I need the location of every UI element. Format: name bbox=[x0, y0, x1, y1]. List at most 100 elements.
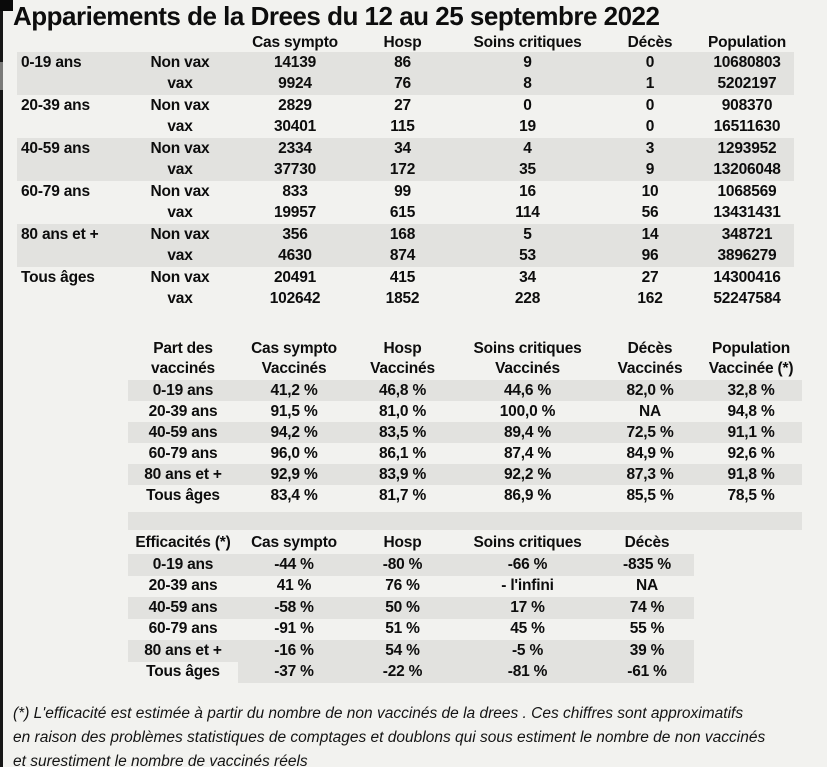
value-cell: 92,6 % bbox=[727, 444, 775, 462]
table-row: vax 102642 1852 228 162 52247584 bbox=[17, 289, 794, 311]
value-cell: 37730 bbox=[273, 161, 317, 179]
value-cell: -91 % bbox=[274, 620, 314, 638]
value-cell: 96 bbox=[641, 247, 659, 265]
vax-status-label: vax bbox=[167, 118, 193, 136]
value-cell: 874 bbox=[389, 247, 416, 265]
value-cell: 39 % bbox=[629, 641, 665, 659]
value-cell: 72,5 % bbox=[626, 423, 674, 441]
value-cell: 34 bbox=[394, 139, 411, 157]
table-header-row: Efficacités (*) Cas sympto Hosp Soins criti… bbox=[128, 532, 694, 554]
value-cell: 78,5 % bbox=[727, 486, 775, 504]
page-title: Appariements de la Drees du 12 au 25 sep… bbox=[13, 1, 660, 31]
value-cell: 27 bbox=[394, 96, 411, 114]
value-cell: 91,5 % bbox=[270, 402, 318, 420]
age-group-label: 60-79 ans bbox=[148, 620, 218, 638]
value-cell: 92,9 % bbox=[270, 465, 318, 483]
age-group-label: 80 ans et + bbox=[144, 465, 222, 483]
column-header: Soins critiques Vaccinés bbox=[455, 339, 600, 379]
value-cell: 2829 bbox=[278, 96, 312, 114]
table-row: 80 ans et + 92,9 % 83,9 % 92,2 % 87,3 % 91,8 … bbox=[128, 464, 802, 485]
column-header: Soins critiques bbox=[473, 33, 582, 51]
table-row: 60-79 ans 96,0 % 86,1 % 87,4 % 84,9 % 92,6 % bbox=[128, 443, 802, 464]
footnote-line-2: en raison des problèmes statistiques de … bbox=[13, 729, 766, 746]
column-header: Décès Vaccinés bbox=[600, 339, 700, 379]
value-cell: -66 % bbox=[507, 555, 548, 573]
table-row: 0-19 ans 41,2 % 46,8 % 44,6 % 82,0 % 32,8 % bbox=[128, 380, 802, 401]
value-cell: 4630 bbox=[278, 247, 312, 265]
value-cell: 14300416 bbox=[713, 268, 781, 286]
value-cell: 94,2 % bbox=[270, 423, 318, 441]
value-cell: 114 bbox=[515, 204, 540, 222]
value-cell: 162 bbox=[637, 290, 663, 308]
value-cell: 1293952 bbox=[717, 139, 777, 157]
value-cell: 83,5 % bbox=[378, 423, 427, 441]
table-row: Tous âges 83,4 % 81,7 % 86,9 % 85,5 % 78,5 % bbox=[128, 485, 802, 506]
value-cell: 9 bbox=[645, 161, 655, 179]
value-cell: 356 bbox=[282, 225, 308, 243]
value-cell: 89,4 % bbox=[503, 423, 552, 441]
table-row: 60-79 ans Non vax 833 99 16 10 1068569 bbox=[17, 181, 794, 203]
column-header-line: Population bbox=[711, 340, 791, 357]
column-header: Décès bbox=[624, 534, 670, 551]
column-header: Cas sympto bbox=[252, 33, 338, 51]
table-row: 0-19 ans -44 % -80 % -66 % -835 % bbox=[128, 554, 694, 576]
age-group-label: 80 ans et + bbox=[21, 225, 99, 243]
column-header-line: Vaccinés bbox=[370, 360, 435, 377]
value-cell: 32,8 % bbox=[727, 381, 775, 399]
value-cell: 0 bbox=[645, 96, 655, 114]
value-cell: 45 % bbox=[510, 620, 545, 638]
value-cell: 19 bbox=[519, 118, 536, 136]
vax-status-label: vax bbox=[167, 247, 193, 265]
footnote: (*) L'efficacité est estimée à partir du… bbox=[13, 702, 821, 767]
value-cell: 14 bbox=[641, 225, 659, 243]
value-cell: -80 % bbox=[382, 555, 423, 573]
table-appariements-counts: Cas sympto Hosp Soins critiques Décès Popula… bbox=[17, 33, 794, 310]
table-row: 20-39 ans 91,5 % 81,0 % 100,0 % NA 94,8 % bbox=[128, 401, 802, 422]
vax-status-label: vax bbox=[167, 75, 193, 93]
table-row: 80 ans et + -16 % 54 % -5 % 39 % bbox=[128, 640, 694, 662]
table-row: 20-39 ans 41 % 76 % - l'infini NA bbox=[128, 576, 694, 598]
column-header-line: Cas sympto bbox=[251, 340, 337, 357]
column-header: Hosp bbox=[383, 33, 422, 51]
value-cell: 168 bbox=[389, 225, 416, 243]
value-cell: 1068569 bbox=[717, 182, 777, 200]
value-cell: 91,8 % bbox=[727, 465, 775, 483]
table-row: vax 19957 615 114 56 13431431 bbox=[17, 203, 794, 225]
value-cell: 35 bbox=[519, 161, 536, 179]
value-cell: 55 % bbox=[629, 620, 665, 638]
value-cell: 3 bbox=[645, 139, 655, 157]
value-cell: -58 % bbox=[274, 598, 314, 616]
table-part-des-vaccines: Part des vaccinés Cas sympto Vaccinés Hosp Va… bbox=[128, 338, 802, 506]
age-group-label: 40-59 ans bbox=[148, 423, 218, 441]
value-cell: 41,2 % bbox=[270, 381, 318, 399]
value-cell: 19957 bbox=[273, 204, 317, 222]
value-cell: 100,0 % bbox=[499, 402, 556, 420]
window-left-edge bbox=[0, 0, 3, 767]
age-group-label: 60-79 ans bbox=[21, 182, 90, 200]
column-header-line: Part des bbox=[153, 340, 213, 357]
age-group-label: 40-59 ans bbox=[21, 139, 90, 157]
column-header-line: Vaccinés bbox=[617, 360, 683, 377]
vax-status-label: Non vax bbox=[150, 53, 210, 71]
value-cell: 115 bbox=[390, 118, 415, 136]
value-cell: 8 bbox=[523, 75, 532, 93]
vax-status-label: vax bbox=[167, 161, 193, 179]
value-cell: 16511630 bbox=[713, 118, 781, 136]
value-cell: 1 bbox=[645, 75, 655, 93]
value-cell: 81,0 % bbox=[378, 402, 427, 420]
value-cell: 92,2 % bbox=[503, 465, 552, 483]
value-cell: 87,4 % bbox=[503, 444, 552, 462]
value-cell: 52247584 bbox=[713, 290, 781, 308]
age-group-label: 0-19 ans bbox=[152, 381, 214, 399]
value-cell: 83,4 % bbox=[270, 486, 318, 504]
age-group-label: Tous âges bbox=[21, 268, 95, 286]
value-cell: 86,1 % bbox=[378, 444, 427, 462]
value-cell: 102642 bbox=[269, 290, 321, 308]
value-cell: 96,0 % bbox=[270, 444, 318, 462]
table-row: 0-19 ans Non vax 14139 86 9 0 10680803 bbox=[17, 52, 794, 74]
value-cell: 30401 bbox=[273, 118, 317, 136]
value-cell: 10 bbox=[641, 182, 659, 200]
value-cell: 86 bbox=[394, 53, 411, 71]
value-cell: 3896279 bbox=[717, 247, 777, 265]
